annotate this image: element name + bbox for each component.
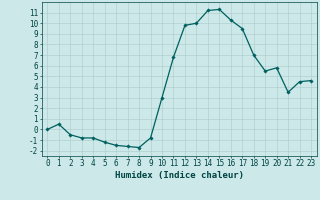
X-axis label: Humidex (Indice chaleur): Humidex (Indice chaleur) <box>115 171 244 180</box>
